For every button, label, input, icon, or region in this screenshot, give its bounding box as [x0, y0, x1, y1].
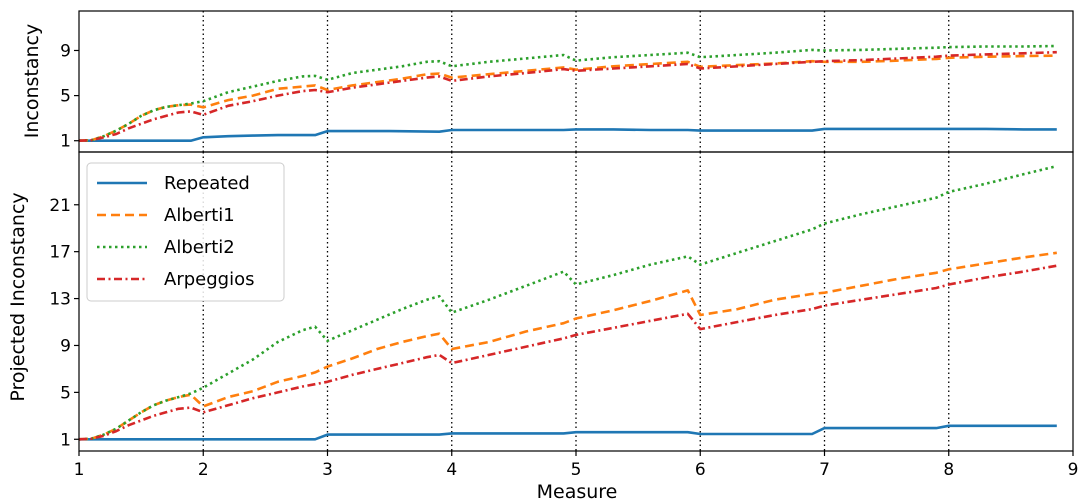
series-line-alberti1: [78, 251, 1057, 441]
x-tick-label: 4: [446, 460, 457, 480]
legend-label-alberti1: Alberti1: [164, 205, 235, 226]
x-axis-label: Measure: [537, 481, 618, 502]
legend-label-arpeggios: Arpeggios: [164, 269, 254, 290]
y-tick-label: 9: [60, 41, 71, 61]
series-line-repeated: [79, 424, 1057, 441]
axes-frame: [78, 10, 1074, 153]
series-line-arpeggios: [78, 264, 1058, 441]
top-panel: 1 5 9: [60, 10, 1074, 153]
x-tick-label: 3: [322, 460, 333, 480]
y-tick-label: 1: [60, 430, 71, 450]
x-tick-label: 1: [74, 460, 85, 480]
y-tick-label: 9: [60, 336, 71, 356]
y-tick-label: 17: [49, 243, 71, 263]
series-line-alberti2: [78, 164, 1058, 441]
top-y-axis-label: Inconstancy: [21, 24, 43, 138]
bottom-y-axis-label: Projected Inconstancy: [7, 192, 29, 401]
y-tick-label: 5: [60, 383, 71, 403]
series-line-repeated: [79, 127, 1057, 142]
y-tick-label: 13: [49, 290, 71, 310]
y-tick-label: 1: [60, 132, 71, 152]
legend-frame: [86, 162, 285, 302]
legend: Repeated Alberti1 Alberti2 Arpeggios: [86, 162, 285, 302]
y-tick-label: 21: [49, 196, 71, 216]
x-tick-label: 5: [571, 460, 582, 480]
y-tick-label: 5: [60, 87, 71, 107]
series-line-alberti2: [78, 44, 1057, 142]
x-tick-label: 7: [819, 460, 830, 480]
x-tick-label: 9: [1068, 460, 1079, 480]
legend-label-repeated: Repeated: [164, 173, 250, 194]
x-tick-label: 8: [943, 460, 954, 480]
series-line-arpeggios: [78, 50, 1057, 142]
legend-label-alberti2: Alberti2: [164, 237, 235, 258]
x-tick-label: 2: [198, 460, 209, 480]
x-tick-label: 6: [695, 460, 706, 480]
